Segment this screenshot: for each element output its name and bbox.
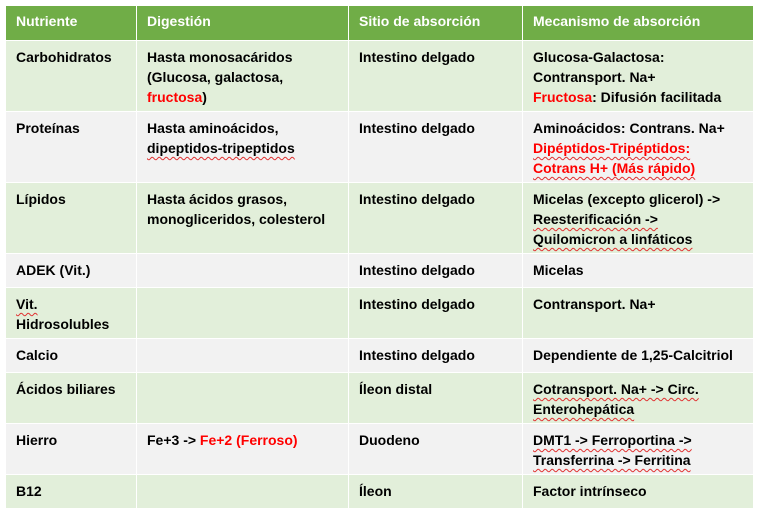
cell-nutriente: ADEK (Vit.) [5,253,137,288]
cell-nutriente: Carbohidratos [5,40,137,112]
table-row: ADEK (Vit.) Intestino delgado Micelas [5,253,754,288]
cell-line: Micelas (excepto glicerol) -> [533,191,721,207]
cell-line: Vit. [16,296,38,312]
cell-digestion: Hasta monosacáridos (Glucosa, galactosa,… [136,40,349,112]
cell-line: dipeptidos-tripeptidos [147,140,295,156]
header-row: Nutriente Digestión Sitio de absorción M… [5,5,754,41]
cell-line: Quilomicron a linfáticos [533,231,693,247]
cell-line: Transferrina -> Ferritina [533,452,691,468]
cell-digestion [136,253,349,288]
cell-digestion: Hasta aminoácidos, dipeptidos-tripeptido… [136,111,349,183]
cell-mecanismo: Cotransport. Na+ -> Circ. Enterohepática [522,372,754,424]
cell-nutriente: Vit. Hidrosolubles [5,287,137,339]
cell-line: Fructosa: Difusión facilitada [533,87,743,107]
header-digestion: Digestión [136,5,349,41]
header-sitio: Sitio de absorción [348,5,523,41]
cell-digestion: Fe+3 -> Fe+2 (Ferroso) [136,423,349,475]
cell-nutriente: Proteínas [5,111,137,183]
cell-mecanismo: Micelas (excepto glicerol) -> Reesterifi… [522,182,754,254]
cell-digestion [136,474,349,509]
cell-sitio: Intestino delgado [348,111,523,183]
highlight-text: fructosa [147,89,203,105]
cell-line: Hasta aminoácidos, [147,120,279,136]
table-row: Lípidos Hasta ácidos grasos, monogliceri… [5,182,754,254]
cell-line: Aminoácidos: Contrans. Na+ [533,120,725,136]
nutrient-absorption-table: Nutriente Digestión Sitio de absorción M… [5,5,754,509]
cell-line: DMT1 -> Ferroportina -> [533,432,692,448]
cell-sitio: Duodeno [348,423,523,475]
header-nutriente: Nutriente [5,5,137,41]
cell-mecanismo: Aminoácidos: Contrans. Na+ Dipéptidos-Tr… [522,111,754,183]
highlight-text: Fructosa [533,89,593,105]
highlight-text: Dipéptidos-Tripéptidos: [533,140,691,156]
cell-sitio: Intestino delgado [348,40,523,112]
table-row: Carbohidratos Hasta monosacáridos (Gluco… [5,40,754,112]
table-row: Vit. Hidrosolubles Intestino delgado Con… [5,287,754,339]
cell-line: fructosa) [147,87,338,107]
table-row: B12 Íleon Factor intrínseco [5,474,754,509]
highlight-text: Cotrans H+ (Más rápido) [533,160,696,176]
cell-sitio: Íleon [348,474,523,509]
cell-text: : Difusión facilitada [592,89,722,105]
cell-line: Hasta monosacáridos [147,49,293,65]
cell-mecanismo: Factor intrínseco [522,474,754,509]
cell-text: ) [202,89,207,105]
cell-nutriente: Lípidos [5,182,137,254]
cell-nutriente: Calcio [5,338,137,373]
table-row: Ácidos biliares Íleon distal Cotransport… [5,372,754,424]
cell-line: Hidrosolubles [16,316,110,332]
table-row: Hierro Fe+3 -> Fe+2 (Ferroso) Duodeno DM… [5,423,754,475]
header-mecanismo: Mecanismo de absorción [522,5,754,41]
cell-nutriente: B12 [5,474,137,509]
cell-line: monogliceridos, colesterol [147,211,326,227]
cell-mecanismo: Dependiente de 1,25-Calcitriol [522,338,754,373]
cell-line: Hasta ácidos grasos, [147,191,288,207]
cell-digestion [136,287,349,339]
cell-mecanismo: Micelas [522,253,754,288]
cell-mecanismo: DMT1 -> Ferroportina -> Transferrina -> … [522,423,754,475]
nutrient-absorption-table-container: Nutriente Digestión Sitio de absorción M… [5,5,754,509]
cell-sitio: Intestino delgado [348,287,523,339]
cell-line: Contransport. Na+ [533,69,656,85]
cell-sitio: Intestino delgado [348,253,523,288]
cell-sitio: Intestino delgado [348,338,523,373]
cell-digestion: Hasta ácidos grasos, monogliceridos, col… [136,182,349,254]
cell-line: Cotransport. Na+ -> Circ. [533,381,699,397]
cell-mecanismo: Contransport. Na+ [522,287,754,339]
cell-sitio: Íleon distal [348,372,523,424]
cell-sitio: Intestino delgado [348,182,523,254]
highlight-text: Fe+2 (Ferroso) [199,432,298,448]
cell-line: (Glucosa, galactosa, [147,69,284,85]
table-row: Proteínas Hasta aminoácidos, dipeptidos-… [5,111,754,183]
cell-digestion [136,372,349,424]
cell-digestion [136,338,349,373]
table-row: Calcio Intestino delgado Dependiente de … [5,338,754,373]
cell-nutriente: Hierro [5,423,137,475]
cell-mecanismo: Glucosa-Galactosa: Contransport. Na+ Fru… [522,40,754,112]
cell-line: Reesterificación -> [533,211,658,227]
cell-line: Enterohepática [533,401,635,417]
cell-nutriente: Ácidos biliares [5,372,137,424]
cell-line: Glucosa-Galactosa: [533,49,665,65]
cell-text: Fe+3 -> [147,432,200,448]
